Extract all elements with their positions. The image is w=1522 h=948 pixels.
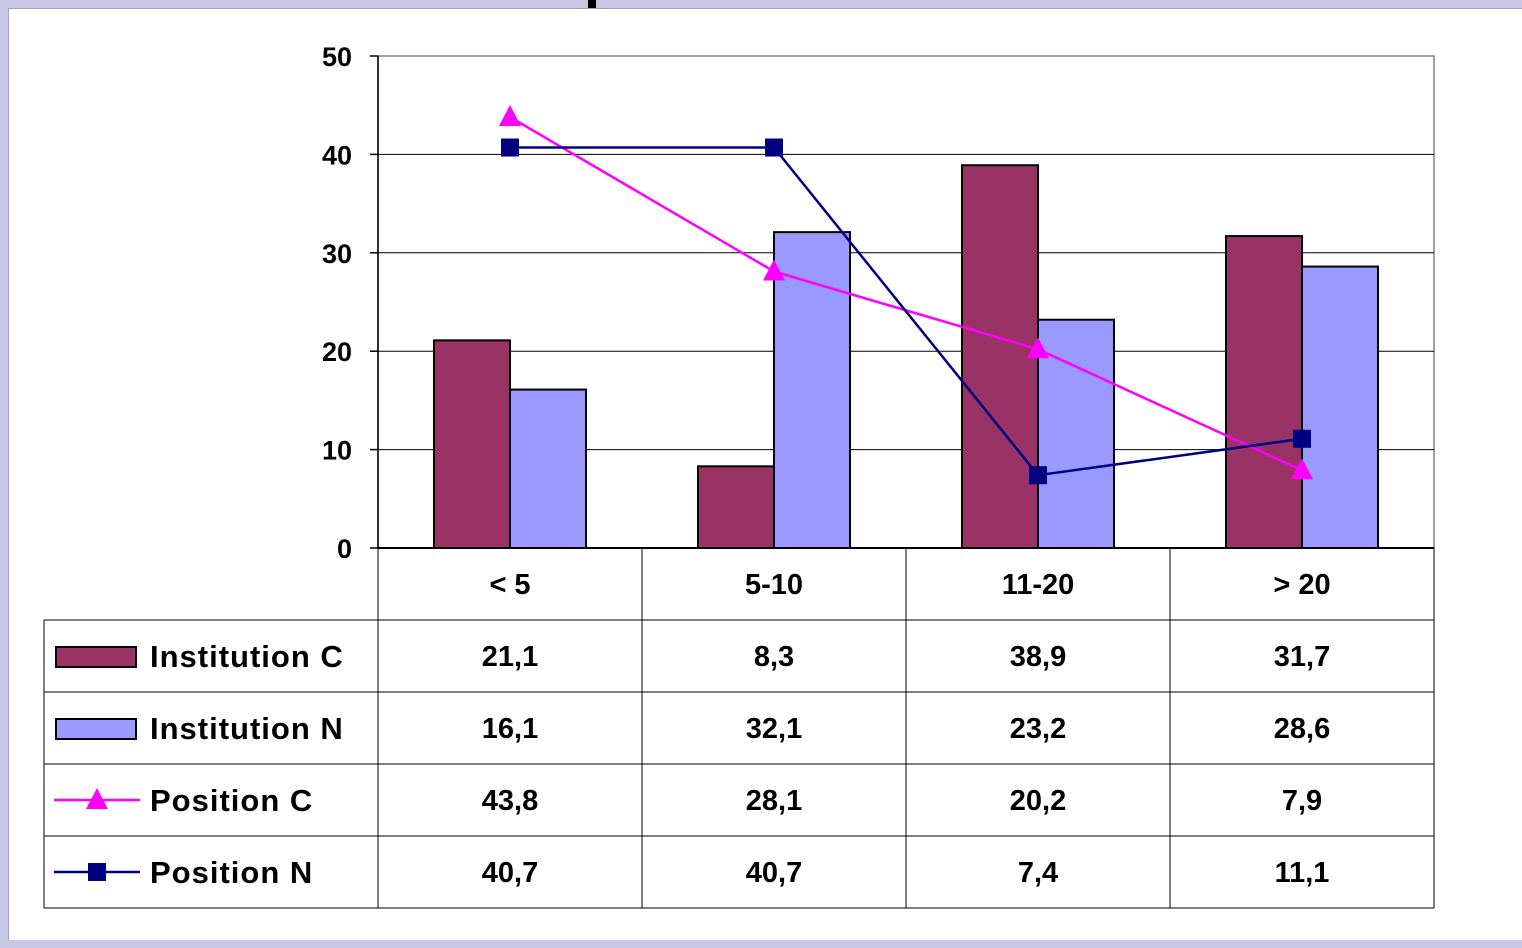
data-label: 7,9 <box>1282 785 1322 817</box>
x-tick-label: 5-10 <box>745 569 803 601</box>
y-tick-label: 50 <box>322 42 352 72</box>
x-tick-label: 11-20 <box>1002 569 1075 601</box>
data-label: 23,2 <box>1010 713 1066 745</box>
point-marker <box>1293 429 1311 448</box>
point-marker <box>763 259 785 281</box>
series-line <box>510 146 1303 477</box>
data-label: 28,1 <box>746 785 802 817</box>
point-marker <box>1291 458 1313 480</box>
data-label: 40,7 <box>746 857 802 889</box>
data-label: 20,2 <box>1010 785 1066 817</box>
data-label: 38,9 <box>1010 641 1066 673</box>
bar <box>773 231 851 550</box>
data-label: 16,1 <box>482 713 538 745</box>
title-fragment-mark <box>588 0 596 8</box>
point-marker <box>501 138 519 157</box>
legend-key-marker <box>86 788 108 809</box>
bar <box>961 164 1039 549</box>
legend-entry: Position C <box>150 783 313 818</box>
y-tick-label: 40 <box>322 140 352 170</box>
legend-key <box>55 718 137 740</box>
data-label: 31,7 <box>1274 641 1330 673</box>
bar <box>697 465 775 549</box>
y-tick-label: 10 <box>322 436 352 466</box>
data-label: 11,1 <box>1275 857 1330 889</box>
data-label: 32,1 <box>746 713 802 745</box>
data-label: 28,6 <box>1274 713 1330 745</box>
point-marker <box>765 138 783 157</box>
data-label: 21,1 <box>482 641 538 673</box>
point-marker <box>1029 466 1047 485</box>
point-marker <box>499 105 521 127</box>
data-label: 8,3 <box>754 641 794 673</box>
legend-entry: Institution N <box>150 711 344 746</box>
series-line <box>509 115 1303 472</box>
data-label: 43,8 <box>482 785 538 817</box>
bar <box>1037 318 1115 549</box>
data-label: 7,4 <box>1018 857 1058 889</box>
bar <box>509 388 587 549</box>
x-tick-label: < 5 <box>489 569 530 601</box>
legend-key-marker <box>88 863 106 881</box>
x-tick-label: > 20 <box>1273 569 1330 601</box>
y-tick-label: 20 <box>322 337 352 367</box>
legend-entry: Institution C <box>150 639 344 674</box>
bar <box>1225 235 1303 550</box>
y-tick-label: 0 <box>337 534 352 564</box>
legend-key <box>55 646 137 668</box>
bar <box>433 339 511 549</box>
y-tick-label: 30 <box>322 239 352 269</box>
point-marker <box>1027 337 1049 359</box>
data-label: 40,7 <box>482 857 538 889</box>
legend-entry: Position N <box>150 855 313 890</box>
bar <box>1301 265 1379 549</box>
